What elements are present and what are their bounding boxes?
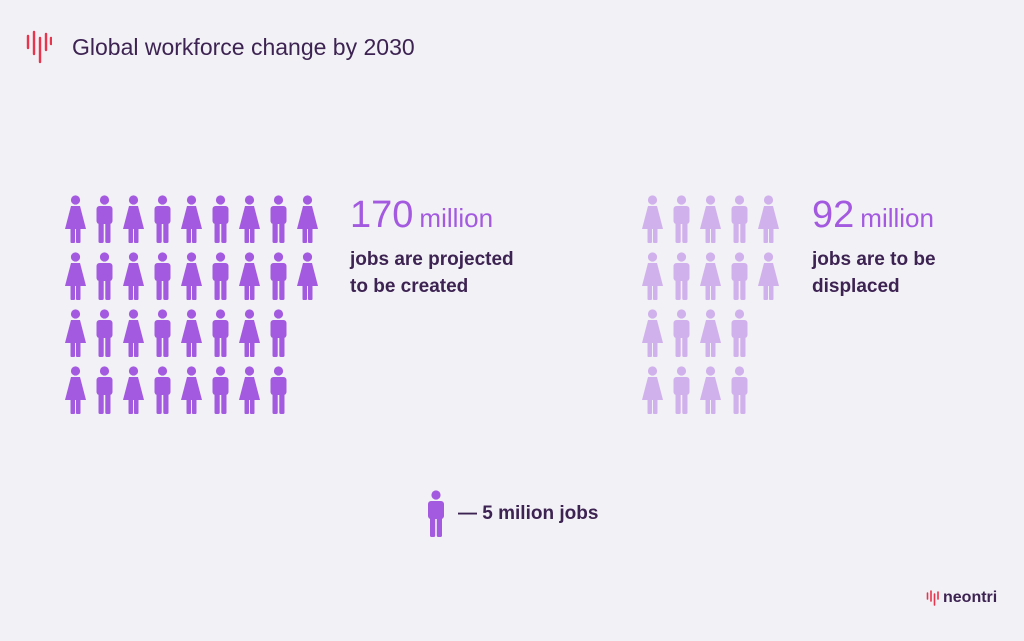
person-female-icon: [293, 195, 322, 252]
created-unit: million: [419, 203, 494, 233]
person-male-icon: [148, 195, 177, 252]
legend-label: — 5 milion jobs: [458, 503, 599, 524]
person-female-icon: [119, 366, 148, 423]
empty-cell: [870, 309, 899, 366]
empty-cell: [293, 366, 322, 423]
displaced-stat: 92 million jobs are to be displaced: [812, 196, 936, 300]
person-female-icon: [61, 195, 90, 252]
empty-cell: [841, 366, 870, 423]
person-female-icon: [235, 309, 264, 366]
brand-mark-icon: [926, 590, 939, 606]
empty-cell: [783, 195, 812, 252]
person-male-icon: [667, 366, 696, 423]
person-male-icon: [148, 309, 177, 366]
person-male-icon: [667, 195, 696, 252]
person-male-icon: [264, 366, 293, 423]
created-number: 170: [350, 194, 414, 236]
empty-cell: [841, 309, 870, 366]
person-female-icon: [696, 309, 725, 366]
person-male-icon: [148, 366, 177, 423]
person-male-icon: [667, 309, 696, 366]
person-female-icon: [119, 252, 148, 309]
person-male-icon: [206, 309, 235, 366]
person-female-icon: [754, 252, 783, 309]
person-female-icon: [61, 252, 90, 309]
person-female-icon: [696, 195, 725, 252]
person-female-icon: [293, 252, 322, 309]
created-line-1: jobs are projected: [350, 249, 514, 270]
displaced-figure: 92 million: [812, 196, 936, 234]
empty-cell: [812, 366, 841, 423]
empty-cell: [754, 366, 783, 423]
person-female-icon: [177, 252, 206, 309]
person-female-icon: [61, 309, 90, 366]
empty-cell: [783, 252, 812, 309]
person-female-icon: [235, 195, 264, 252]
person-male-icon: [264, 195, 293, 252]
person-female-icon: [638, 195, 667, 252]
created-figure: 170 million: [350, 196, 514, 234]
person-female-icon: [177, 195, 206, 252]
empty-cell: [783, 309, 812, 366]
person-male-icon: [90, 366, 119, 423]
brand-logo: neontri: [926, 589, 997, 607]
created-line-2: to be created: [350, 276, 469, 297]
created-stat: 170 million jobs are projected to be crea…: [350, 196, 514, 300]
person-female-icon: [638, 366, 667, 423]
person-female-icon: [119, 309, 148, 366]
empty-cell: [293, 309, 322, 366]
person-icon: [428, 490, 444, 537]
person-male-icon: [725, 309, 754, 366]
displaced-icon-grid: [638, 195, 899, 423]
displaced-description: jobs are to be displaced: [812, 246, 936, 300]
person-male-icon: [206, 252, 235, 309]
person-male-icon: [725, 366, 754, 423]
person-male-icon: [725, 252, 754, 309]
person-male-icon: [90, 252, 119, 309]
brand-name: neontri: [943, 589, 998, 606]
logo-icon: [26, 30, 52, 64]
person-male-icon: [264, 252, 293, 309]
person-male-icon: [90, 195, 119, 252]
person-female-icon: [61, 366, 90, 423]
person-male-icon: [725, 195, 754, 252]
person-female-icon: [235, 366, 264, 423]
displaced-number: 92: [812, 194, 855, 236]
displaced-line-2: displaced: [812, 276, 900, 297]
created-icon-grid: [61, 195, 322, 423]
person-female-icon: [119, 195, 148, 252]
legend: — 5 milion jobs: [426, 490, 598, 538]
person-female-icon: [638, 309, 667, 366]
person-female-icon: [177, 309, 206, 366]
person-male-icon: [148, 252, 177, 309]
person-female-icon: [638, 252, 667, 309]
displaced-unit: million: [860, 203, 934, 233]
person-female-icon: [696, 366, 725, 423]
page-title: Global workforce change by 2030: [72, 33, 415, 60]
person-female-icon: [177, 366, 206, 423]
person-female-icon: [696, 252, 725, 309]
empty-cell: [783, 366, 812, 423]
person-male-icon: [667, 252, 696, 309]
header: Global workforce change by 2030: [26, 30, 415, 64]
empty-cell: [812, 309, 841, 366]
person-male-icon: [90, 309, 119, 366]
person-male-icon: [264, 309, 293, 366]
empty-cell: [870, 366, 899, 423]
person-male-icon: [206, 195, 235, 252]
created-description: jobs are projected to be created: [350, 246, 514, 300]
person-female-icon: [235, 252, 264, 309]
displaced-line-1: jobs are to be: [812, 249, 936, 270]
empty-cell: [754, 309, 783, 366]
person-female-icon: [754, 195, 783, 252]
person-male-icon: [206, 366, 235, 423]
